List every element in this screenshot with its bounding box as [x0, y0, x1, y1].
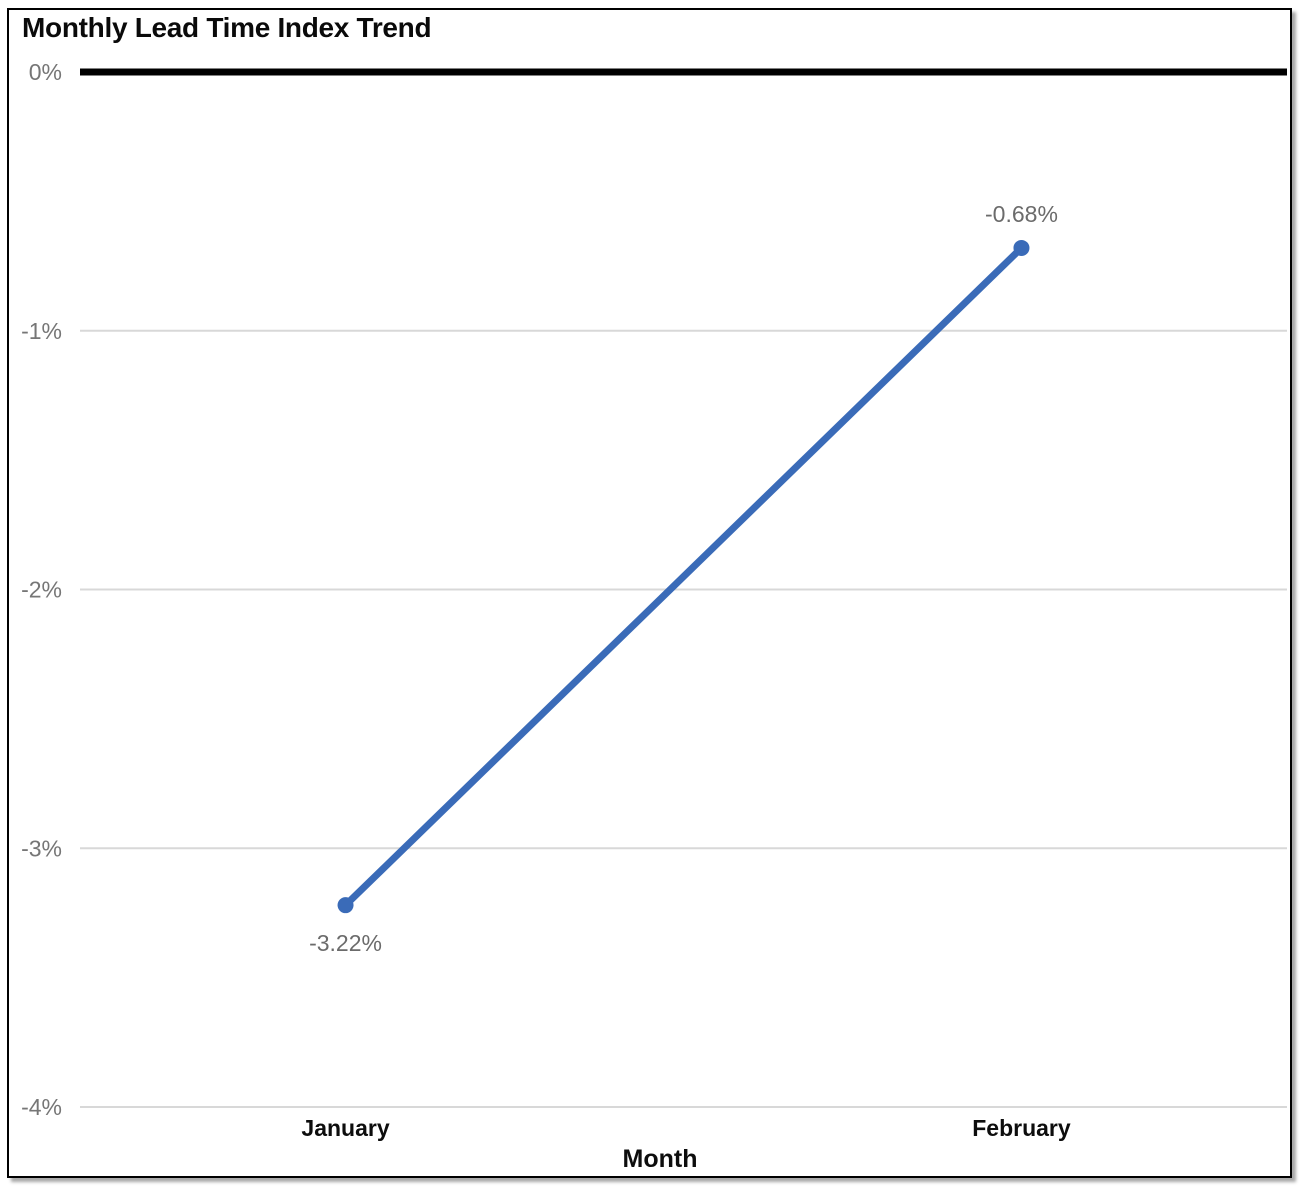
x-category-label: January — [301, 1115, 389, 1141]
y-tick-label: -2% — [21, 577, 62, 603]
data-point-marker[interactable] — [337, 897, 354, 914]
data-label: -0.68% — [985, 201, 1058, 227]
plot-area: 0% -1% -2% -3% -4% -3.22% January -0.68% Februar… — [21, 59, 1287, 1173]
x-category-label: February — [972, 1115, 1071, 1141]
y-tick-label: -3% — [21, 835, 62, 861]
y-tick-label: -4% — [21, 1094, 62, 1120]
x-axis-title: Month — [623, 1145, 698, 1173]
y-tick-label: 0% — [29, 59, 62, 85]
trend-line — [342, 244, 1025, 909]
y-tick-label: -1% — [21, 318, 62, 344]
chart-frame: Monthly Lead Time Index Trend 0% -1% -2% -3… — [7, 8, 1292, 1178]
chart-title: Monthly Lead Time Index Trend — [22, 12, 432, 43]
data-point-marker[interactable] — [1013, 239, 1030, 256]
data-label: -3.22% — [309, 930, 382, 956]
